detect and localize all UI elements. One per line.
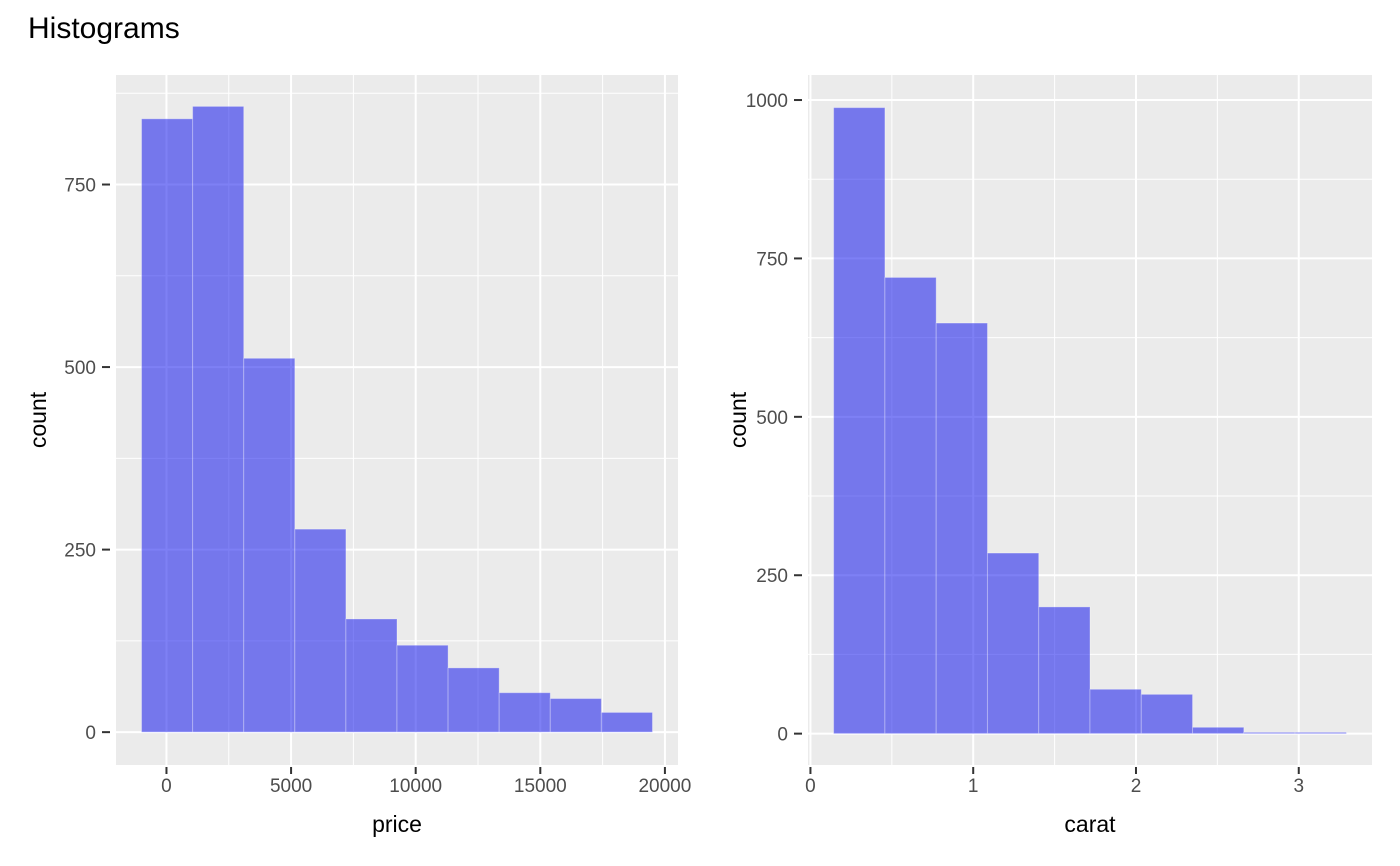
histogram-bar — [1089, 688, 1142, 735]
histogram-bar — [396, 644, 449, 733]
histogram-bar — [1140, 693, 1194, 735]
histogram-bar — [986, 552, 1040, 735]
y-tick-label: 1000 — [746, 91, 788, 112]
price-histogram-plot: 0 5000 10000 15000 20000 0 250 500 750 price count — [25, 75, 691, 837]
histogram-bar — [884, 276, 937, 735]
x-tick-label: 0 — [805, 776, 816, 797]
histogram-bar — [294, 528, 347, 733]
y-tick-label: 0 — [85, 723, 96, 744]
x-axis-title: price — [372, 811, 422, 837]
y-axis-title: count — [725, 391, 751, 448]
x-tick-label: 0 — [161, 776, 172, 797]
y-axis-title: count — [25, 391, 51, 448]
y-tick-label: 500 — [64, 358, 96, 379]
y-tick-label: 0 — [777, 725, 788, 746]
x-tick-label: 10000 — [389, 776, 442, 797]
figure-title: Histograms — [28, 12, 180, 45]
histogram-bar — [447, 667, 500, 733]
x-tick-label: 15000 — [514, 776, 567, 797]
x-tick-label: 1 — [968, 776, 979, 797]
x-tick-label: 3 — [1293, 776, 1304, 797]
y-tick-label: 750 — [64, 176, 96, 197]
histogram-bar — [192, 105, 245, 733]
histogram-bar — [243, 357, 296, 733]
x-tick-label: 5000 — [270, 776, 312, 797]
histogram-bar — [549, 698, 602, 733]
y-tick-label: 750 — [756, 249, 788, 270]
carat-histogram-plot: 0 1 2 3 0 250 500 750 1000 carat count — [700, 0, 1400, 866]
y-tick-label: 500 — [756, 408, 788, 429]
carat-histogram-svg: 0 1 2 3 0 250 500 750 1000 carat count — [725, 75, 1372, 837]
histogram-bar — [935, 322, 988, 735]
x-tick-label: 20000 — [638, 776, 691, 797]
histogram-bar — [1192, 726, 1245, 735]
histogram-bar — [498, 692, 551, 733]
y-tick-label: 250 — [64, 541, 96, 562]
histogram-bar — [1243, 731, 1296, 735]
price-histogram-svg: 0 5000 10000 15000 20000 0 250 500 750 price count — [25, 75, 691, 837]
histogram-bar — [600, 711, 653, 733]
histogram-bar — [1294, 731, 1347, 735]
x-axis-title: carat — [1064, 811, 1116, 837]
histogram-bar — [345, 618, 398, 733]
histogram-bar — [141, 118, 194, 733]
histogram-bar — [1038, 606, 1091, 735]
histogram-bar — [833, 107, 886, 735]
y-tick-label: 250 — [756, 566, 788, 587]
x-tick-label: 2 — [1131, 776, 1142, 797]
